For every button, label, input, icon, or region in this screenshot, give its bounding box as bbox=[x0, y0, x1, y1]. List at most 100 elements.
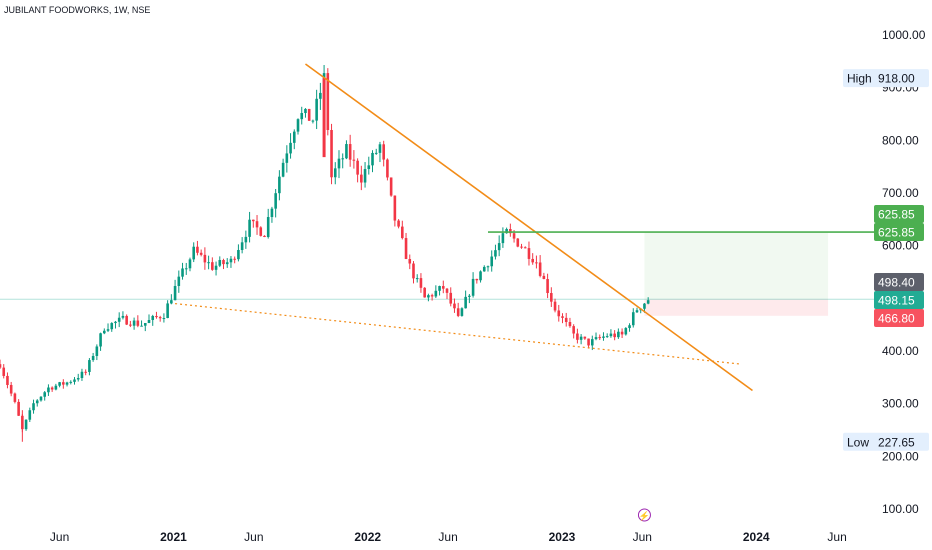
stop-price-value: 466.80 bbox=[878, 312, 915, 326]
y-tick-label: 800.00 bbox=[882, 133, 919, 147]
candle-body bbox=[233, 258, 236, 260]
y-tick-label: 100.00 bbox=[882, 502, 919, 516]
candle-body bbox=[635, 310, 639, 313]
candle-body bbox=[203, 254, 207, 263]
candle-body bbox=[345, 144, 348, 159]
candle-body bbox=[531, 258, 534, 263]
candle-body bbox=[419, 278, 423, 288]
candle-body bbox=[125, 315, 128, 325]
candle-body bbox=[453, 303, 456, 309]
candle-body bbox=[43, 392, 47, 397]
candle-body bbox=[337, 158, 341, 169]
candle-body bbox=[415, 278, 419, 280]
candle-body bbox=[628, 325, 631, 329]
candle-body bbox=[557, 310, 561, 317]
candle-body bbox=[378, 144, 382, 153]
candle-body bbox=[449, 292, 453, 304]
candle-body bbox=[620, 331, 624, 335]
descending-trendline bbox=[304, 63, 753, 392]
candle-body bbox=[333, 168, 337, 178]
candle-body bbox=[162, 318, 166, 320]
candle-body bbox=[129, 324, 132, 326]
candle-body bbox=[300, 113, 304, 120]
candle-body bbox=[471, 278, 475, 296]
stop-zone bbox=[644, 299, 829, 316]
candle-body bbox=[617, 331, 620, 338]
candle-body bbox=[512, 233, 516, 239]
candle-body bbox=[509, 229, 512, 234]
candle-body bbox=[47, 387, 50, 393]
candle-body bbox=[173, 285, 177, 301]
candle-body bbox=[412, 263, 415, 279]
candle-body bbox=[576, 333, 579, 340]
candle-body bbox=[538, 262, 542, 276]
candle-body bbox=[237, 249, 240, 260]
candle-body bbox=[76, 378, 80, 380]
candle-body bbox=[91, 355, 95, 361]
candle-body bbox=[423, 287, 426, 298]
candle-body bbox=[360, 174, 363, 183]
candle-body bbox=[244, 236, 248, 243]
candle-body bbox=[572, 326, 575, 334]
target-price-tag bbox=[874, 205, 924, 223]
candle-body bbox=[110, 323, 114, 330]
candle-body bbox=[479, 271, 482, 281]
candle-body bbox=[520, 246, 523, 248]
candle-body bbox=[54, 385, 58, 390]
candle-body bbox=[553, 301, 557, 311]
candle-body bbox=[594, 337, 598, 340]
candle-body bbox=[166, 303, 169, 319]
candle-body bbox=[550, 293, 553, 302]
candle-body bbox=[643, 303, 646, 309]
stop-price-tag bbox=[874, 309, 924, 327]
candle-body bbox=[386, 159, 389, 178]
candle-body bbox=[546, 279, 549, 294]
candle-body bbox=[259, 227, 263, 236]
candle-body bbox=[263, 235, 266, 238]
candle-body bbox=[304, 108, 307, 114]
target-price-value: 625.85 bbox=[878, 208, 915, 222]
candle-body bbox=[50, 387, 54, 390]
candle-body bbox=[177, 276, 181, 286]
entry-price-tag bbox=[874, 273, 924, 291]
candle-body bbox=[464, 296, 467, 309]
candle-body bbox=[84, 371, 87, 373]
candle-body bbox=[427, 295, 430, 298]
candle-body bbox=[225, 262, 229, 265]
candle-body bbox=[486, 266, 490, 268]
low-tag bbox=[843, 432, 929, 451]
candle-body bbox=[285, 153, 289, 163]
candle-body bbox=[564, 317, 568, 323]
candle-body bbox=[136, 320, 140, 326]
candle-body bbox=[352, 159, 356, 161]
candle-body bbox=[65, 382, 69, 385]
last-price-value: 498.15 bbox=[878, 294, 915, 308]
candle-body bbox=[341, 158, 345, 160]
candle-body bbox=[199, 252, 203, 255]
candle-body bbox=[348, 144, 352, 160]
candle-body bbox=[62, 382, 65, 385]
candle-body bbox=[278, 176, 281, 194]
entry-price-value: 498.40 bbox=[878, 276, 915, 290]
candle-body bbox=[319, 92, 322, 99]
x-tick-label: Jun bbox=[50, 530, 69, 544]
candle-body bbox=[579, 336, 583, 340]
candle-body bbox=[181, 268, 184, 277]
candle-body bbox=[218, 259, 222, 266]
candle-body bbox=[460, 308, 464, 316]
candle-body bbox=[393, 195, 397, 221]
candle-body bbox=[73, 379, 76, 382]
candle-body bbox=[95, 346, 99, 356]
candle-body bbox=[132, 320, 136, 326]
candle-body bbox=[158, 317, 162, 319]
candle-body bbox=[6, 375, 9, 385]
candle-body bbox=[441, 286, 445, 289]
y-tick-label: 700.00 bbox=[882, 186, 919, 200]
candle-body bbox=[88, 360, 91, 372]
candle-body bbox=[609, 333, 613, 337]
candle-body bbox=[170, 300, 173, 304]
candle-body bbox=[222, 259, 225, 265]
candle-body bbox=[382, 144, 385, 160]
candle-body bbox=[17, 401, 20, 416]
